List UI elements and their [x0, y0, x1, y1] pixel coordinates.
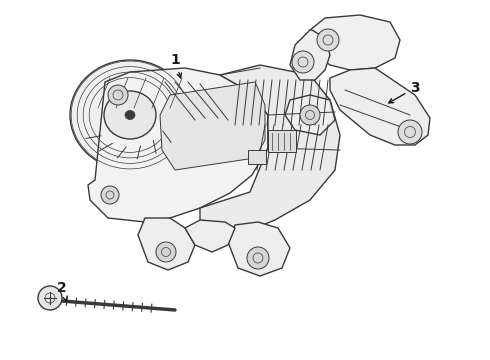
Ellipse shape — [125, 111, 135, 120]
Circle shape — [398, 120, 422, 144]
Circle shape — [292, 51, 314, 73]
Circle shape — [317, 29, 339, 51]
Polygon shape — [160, 82, 265, 170]
Polygon shape — [330, 68, 430, 145]
Text: 3: 3 — [389, 81, 420, 103]
Circle shape — [156, 242, 176, 262]
Polygon shape — [88, 68, 268, 222]
Text: 2: 2 — [57, 281, 67, 301]
Ellipse shape — [104, 91, 156, 139]
Polygon shape — [310, 15, 400, 70]
Circle shape — [101, 186, 119, 204]
Circle shape — [247, 247, 269, 269]
Polygon shape — [228, 222, 290, 276]
FancyBboxPatch shape — [248, 150, 266, 164]
Text: 1: 1 — [170, 53, 181, 78]
Ellipse shape — [70, 60, 190, 170]
Polygon shape — [200, 65, 340, 230]
Circle shape — [300, 105, 320, 125]
Circle shape — [38, 286, 62, 310]
Polygon shape — [138, 218, 195, 270]
Polygon shape — [290, 30, 330, 80]
Polygon shape — [285, 95, 335, 135]
Polygon shape — [185, 220, 235, 252]
Circle shape — [108, 85, 128, 105]
FancyBboxPatch shape — [268, 130, 296, 152]
